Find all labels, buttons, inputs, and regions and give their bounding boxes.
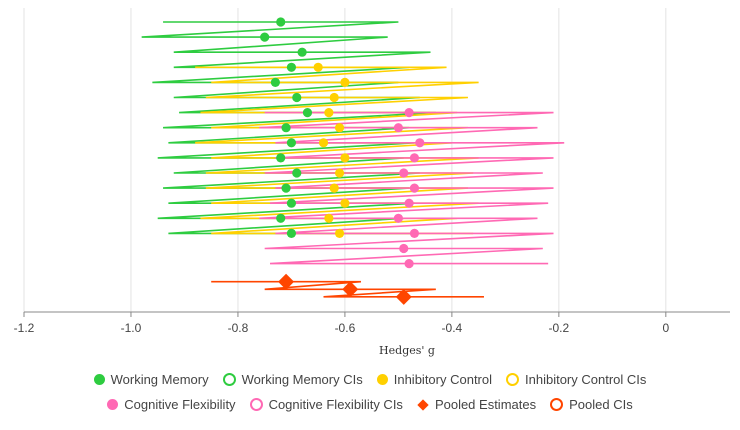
legend-label-working-memory: Working Memory	[110, 372, 209, 387]
inhibitory-control-point	[334, 168, 345, 178]
legend-item-working-memory-cis[interactable]: Working Memory CIs	[222, 372, 363, 387]
x-axis-title: Hedges' g	[379, 344, 435, 357]
legend-item-inhibitory-control[interactable]: Inhibitory Control	[376, 372, 493, 387]
cognitive-flexibility-point	[399, 243, 409, 254]
x-tick-label: -0.6	[335, 321, 356, 335]
legend-label-cognitive-flexibility: Cognitive Flexibility	[124, 397, 236, 412]
cognitive-flexibility-point	[415, 138, 425, 148]
legend-row-1: Working Memory Working Memory CIs Inhibi…	[0, 372, 740, 387]
working-memory-point	[260, 32, 270, 42]
working-memory-point	[276, 153, 286, 163]
x-tick-label: -1.0	[121, 321, 142, 335]
inhibitory-control-point	[329, 92, 339, 103]
pooled-estimates-diamond	[395, 288, 412, 305]
point-estimates	[260, 17, 425, 305]
inhibitory-control-point	[313, 62, 323, 72]
legend-label-pooled-estimates: Pooled Estimates	[434, 397, 537, 412]
legend-label-cognitive-flexibility-cis: Cognitive Flexibility CIs	[268, 397, 403, 412]
inhibitory-control-point	[329, 183, 339, 193]
inhibitory-control-point	[334, 123, 345, 133]
working-memory-point	[281, 183, 291, 193]
working-memory-point	[292, 168, 302, 178]
working-memory-point	[276, 213, 286, 223]
legend-label-working-memory-cis: Working Memory CIs	[241, 372, 363, 387]
pooled-estimate-diamond-icon	[417, 398, 429, 411]
cognitive-flexibility-point	[404, 108, 414, 118]
x-axis-ticks: -1.2 -1.0 -0.8 -0.6 -0.4 -0.2 0	[14, 312, 669, 335]
inhibitory-control-point	[324, 213, 334, 223]
inhibitory-control-point	[318, 138, 329, 148]
working-memory-point	[270, 77, 280, 87]
working-memory-point	[286, 228, 297, 238]
cognitive-flexibility-point	[393, 123, 403, 133]
legend: Working Memory Working Memory CIs Inhibi…	[0, 372, 740, 422]
pooled-ci-icon	[550, 398, 564, 411]
legend-item-pooled-cis[interactable]: Pooled CIs	[550, 397, 633, 412]
working-memory-point	[302, 108, 313, 118]
legend-item-inhibitory-control-cis[interactable]: Inhibitory Control CIs	[506, 372, 646, 387]
cognitive-flexibility-point	[404, 198, 414, 208]
legend-item-pooled-estimates[interactable]: Pooled Estimates	[417, 397, 536, 412]
cognitive-flexibility-ci-icon	[249, 398, 263, 411]
pooled-estimates-diamond	[342, 281, 359, 298]
cognitive-flexibility-point	[409, 183, 420, 193]
working-memory-point	[281, 123, 291, 133]
x-tick-label: 0	[662, 321, 669, 335]
pooled-estimates-diamond	[278, 273, 295, 290]
working-memory-point	[276, 17, 286, 27]
cognitive-flexibility-point	[404, 259, 414, 269]
inhibitory-control-point	[340, 77, 350, 87]
x-tick-label: -0.2	[549, 321, 570, 335]
inhibitory-control-point	[324, 108, 334, 118]
cognitive-flexibility-point	[409, 153, 420, 163]
working-memory-point	[292, 92, 302, 103]
working-memory-ci-icon	[222, 373, 236, 386]
x-tick-label: -0.8	[228, 321, 249, 335]
forest-plot: -1.2 -1.0 -0.8 -0.6 -0.4 -0.2 0 Hedges' g	[14, 8, 730, 357]
working-memory-point	[297, 47, 307, 57]
cognitive-flexibility-point	[399, 168, 409, 178]
legend-label-inhibitory-control: Inhibitory Control	[393, 372, 493, 387]
confidence-intervals	[141, 21, 565, 298]
inhibitory-control-point	[340, 198, 350, 208]
x-tick-label: -1.2	[14, 321, 35, 335]
cognitive-flexibility-marker-icon	[107, 399, 119, 410]
legend-row-2: Cognitive Flexibility Cognitive Flexibil…	[0, 397, 740, 412]
legend-item-cognitive-flexibility[interactable]: Cognitive Flexibility	[107, 397, 236, 412]
working-memory-point	[286, 62, 297, 72]
working-memory-marker-icon	[93, 374, 105, 385]
legend-label-inhibitory-control-cis: Inhibitory Control CIs	[525, 372, 647, 387]
inhibitory-control-point	[334, 228, 345, 238]
working-memory-point	[286, 198, 297, 208]
inhibitory-control-ci-path	[195, 66, 479, 235]
cognitive-flexibility-point	[393, 213, 403, 223]
legend-label-pooled-cis: Pooled CIs	[569, 397, 633, 412]
inhibitory-control-ci-icon	[506, 373, 520, 386]
cognitive-flexibility-point	[409, 228, 420, 238]
inhibitory-control-point	[340, 153, 350, 163]
inhibitory-control-marker-icon	[376, 374, 388, 385]
legend-item-working-memory[interactable]: Working Memory	[93, 372, 209, 387]
working-memory-point	[286, 138, 297, 148]
legend-item-cognitive-flexibility-cis[interactable]: Cognitive Flexibility CIs	[249, 397, 403, 412]
x-tick-label: -0.4	[442, 321, 463, 335]
